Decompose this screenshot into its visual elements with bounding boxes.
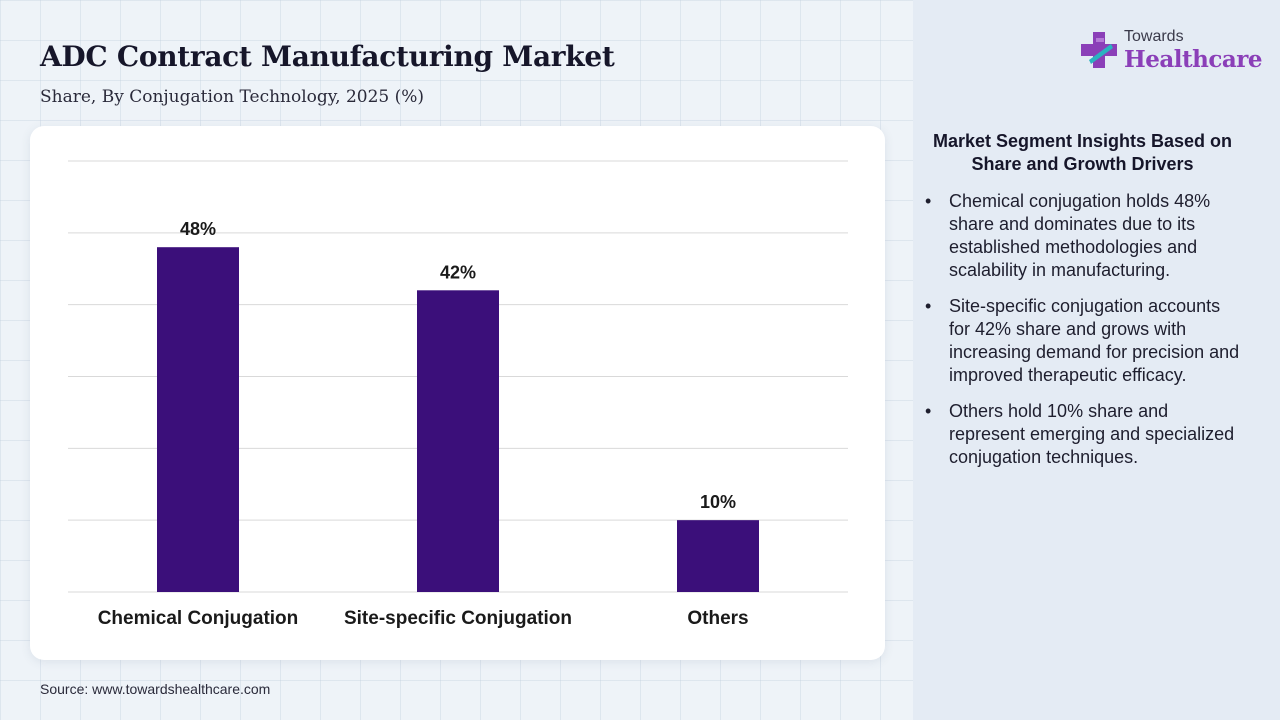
data-label: 42% xyxy=(440,262,476,282)
brand-logo[interactable]: Towards Healthcare xyxy=(1080,28,1263,78)
page-title: ADC Contract Manufacturing Market xyxy=(40,40,615,73)
x-tick-label: Chemical Conjugation xyxy=(98,608,299,629)
chart-card: 48% Chemical Conjugation 42% Site-specific … xyxy=(30,126,885,660)
insight-item: • Site-specific conjugation accounts for … xyxy=(925,295,1245,387)
insight-text: Others hold 10% share and represent emer… xyxy=(949,401,1235,467)
data-label: 48% xyxy=(180,219,216,239)
x-tick-label: Site-specific Conjugation xyxy=(344,608,572,629)
bullet-icon: • xyxy=(925,401,932,421)
insight-text: Site-specific conjugation accounts for 4… xyxy=(949,296,1240,385)
logo-text-main: Healthcare xyxy=(1124,46,1263,73)
source-note: Source: www.towardshealthcare.com xyxy=(40,681,271,697)
medical-cross-icon xyxy=(1081,32,1117,68)
insight-text: Chemical conjugation holds 48% share and… xyxy=(949,191,1211,280)
insights-list: • Chemical conjugation holds 48% share an… xyxy=(925,190,1245,482)
logo-text-top: Towards xyxy=(1124,28,1184,45)
insight-item: • Others hold 10% share and represent eme… xyxy=(925,400,1245,469)
page-subtitle: Share, By Conjugation Technology, 2025 (… xyxy=(40,87,425,107)
bullet-icon: • xyxy=(925,296,932,316)
insights-title: Market Segment Insights Based on Share a… xyxy=(932,131,1233,174)
insights-panel xyxy=(913,0,1280,720)
bar[interactable] xyxy=(417,290,499,592)
bar[interactable] xyxy=(157,247,239,592)
insight-item: • Chemical conjugation holds 48% share an… xyxy=(925,190,1245,282)
x-tick-label: Others xyxy=(687,608,748,629)
bullet-icon: • xyxy=(925,191,932,211)
bar[interactable] xyxy=(677,520,759,592)
bar-chart: 48% Chemical Conjugation 42% Site-specific … xyxy=(68,160,848,629)
data-label: 10% xyxy=(700,492,736,512)
